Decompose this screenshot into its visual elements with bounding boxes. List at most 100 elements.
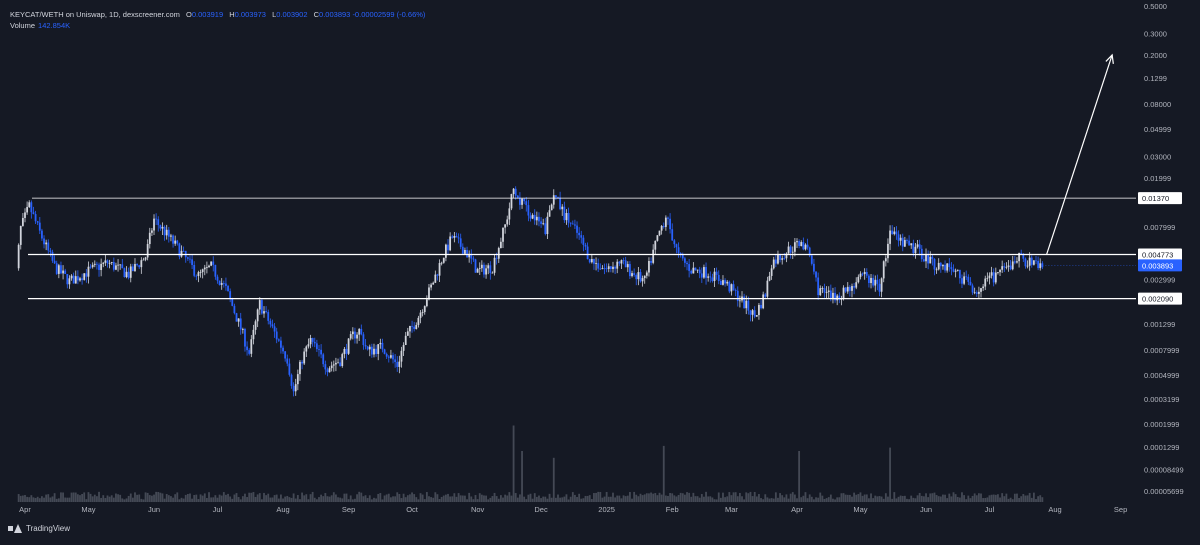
volume-bar — [186, 493, 189, 502]
volume-bar — [722, 492, 724, 502]
candle-body — [201, 269, 204, 273]
volume-bar — [375, 498, 378, 502]
volume-bar — [918, 492, 921, 502]
candle-body — [493, 257, 496, 273]
candle-body — [370, 346, 373, 355]
candle-body — [732, 284, 735, 291]
candle-body — [612, 266, 614, 270]
volume-bar — [751, 496, 754, 502]
candle-body — [973, 292, 976, 294]
candle-body — [134, 264, 136, 271]
volume-bar — [106, 495, 109, 502]
volume-bar — [330, 495, 333, 502]
volume-bar — [337, 497, 339, 502]
candle-body — [768, 275, 771, 281]
volume-bar — [140, 498, 143, 502]
volume-bar — [195, 494, 198, 502]
volume-bar — [910, 495, 913, 502]
volume-bar — [1041, 497, 1044, 502]
candle-body — [91, 264, 94, 268]
volume-bar — [817, 497, 820, 502]
volume-bar — [275, 494, 278, 502]
candle-body — [70, 275, 73, 279]
candle-body — [199, 272, 202, 273]
candle-body — [106, 260, 109, 264]
volume-bar — [423, 499, 426, 502]
candle-body — [212, 261, 215, 265]
candle-body — [237, 318, 240, 322]
candle-body — [250, 339, 253, 354]
volume-bar — [299, 499, 301, 502]
volume-bar — [459, 495, 462, 502]
volume-bar — [787, 498, 790, 502]
volume-bar — [358, 491, 361, 502]
volume-bar — [878, 496, 881, 502]
candle-body — [138, 265, 141, 268]
candle-body — [499, 241, 502, 249]
candle-body — [406, 331, 409, 336]
volume-bar — [430, 497, 432, 502]
tradingview-logo[interactable]: TradingView — [8, 524, 70, 533]
volume-bar — [174, 494, 177, 502]
volume-bar — [654, 493, 657, 502]
volume-bar — [497, 498, 500, 502]
price-tick-label: 0.3000 — [1144, 29, 1167, 38]
volume-bar — [43, 497, 45, 502]
candle-body — [859, 273, 862, 277]
volume-bar — [351, 499, 354, 502]
volume-bar — [977, 493, 980, 502]
candle-body — [244, 328, 246, 347]
volume-bar — [250, 492, 253, 502]
volume-bar — [502, 497, 504, 502]
candle-body — [633, 273, 636, 275]
price-tick-label: 0.03000 — [1144, 152, 1171, 161]
candle-body — [36, 221, 39, 223]
volume-bar — [151, 495, 153, 502]
volume-bar — [734, 492, 737, 502]
candle-body — [263, 311, 265, 314]
legend-symbol: KEYCAT/WETH on Uniswap, 1D, dexscreener.… — [10, 10, 180, 19]
candle-body — [844, 287, 847, 292]
volume-bar — [840, 493, 843, 502]
candle-body — [550, 204, 553, 211]
level-price-tag-label: 0.002090 — [1142, 295, 1173, 304]
volume-bar — [1016, 493, 1018, 502]
volume-bar — [138, 494, 141, 502]
candle-body — [946, 263, 949, 271]
volume-bar — [542, 496, 545, 502]
candle-body — [722, 280, 724, 285]
volume-bar — [208, 492, 210, 502]
candle-body — [774, 259, 777, 264]
volume-bar — [848, 494, 851, 502]
candle-body — [491, 272, 494, 274]
volume-bar — [703, 496, 705, 502]
candle-body — [1022, 253, 1025, 259]
volume-bar — [1013, 493, 1016, 502]
candle-body — [923, 259, 925, 262]
candle-body — [861, 273, 864, 275]
volume-bar — [398, 493, 401, 502]
candle-body — [144, 257, 147, 260]
candle-body — [603, 268, 606, 270]
candle-body — [182, 250, 185, 252]
candle-body — [783, 258, 786, 260]
volume-bar — [760, 498, 762, 502]
candle-body — [1007, 265, 1010, 267]
legend-open: 0.003919 — [191, 10, 224, 19]
volume-bar — [258, 493, 261, 502]
volume-bar — [487, 499, 490, 502]
volume-bar — [267, 493, 270, 502]
volume-bar — [449, 496, 452, 502]
volume-bar — [762, 499, 765, 502]
volume-bar — [470, 496, 473, 502]
candle-body — [93, 263, 96, 265]
last-price-tag-label: 0.003893 — [1142, 261, 1173, 270]
candle-body — [110, 262, 113, 264]
volume-bar — [958, 497, 961, 502]
candle-body — [1035, 260, 1037, 262]
volume-bar — [774, 492, 777, 502]
candle-body — [55, 263, 58, 274]
candle-body — [125, 271, 128, 278]
